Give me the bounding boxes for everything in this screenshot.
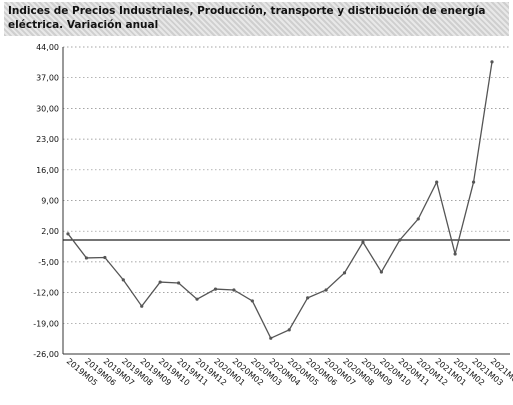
data-point <box>342 271 347 275</box>
data-point <box>379 270 383 274</box>
data-point <box>453 252 457 256</box>
y-tick-label: -19,00 <box>33 319 59 328</box>
y-tick-label: -12,00 <box>33 289 59 298</box>
data-point <box>84 256 89 260</box>
y-tick-label: 23,00 <box>36 135 59 144</box>
data-point <box>269 336 273 340</box>
data-point <box>324 288 328 292</box>
data-line <box>67 61 493 340</box>
data-point <box>66 232 70 236</box>
data-point <box>103 255 107 260</box>
data-point <box>177 281 181 285</box>
data-point <box>140 304 144 308</box>
data-point <box>195 297 199 301</box>
data-point <box>398 238 402 242</box>
data-point <box>471 180 476 184</box>
data-point <box>287 328 291 332</box>
y-tick-label: 16,00 <box>36 166 59 175</box>
data-point <box>213 287 218 291</box>
chart-title: Indices de Precios Industriales, Producc… <box>4 2 509 36</box>
data-point <box>306 296 310 300</box>
data-point <box>416 217 420 221</box>
y-tick-label: 44,00 <box>36 43 59 52</box>
data-point <box>121 278 125 282</box>
data-point <box>361 240 365 244</box>
data-point <box>232 288 236 292</box>
y-tick-label: 30,00 <box>36 104 59 113</box>
y-tick-label: -5,00 <box>38 258 59 267</box>
data-point <box>490 60 494 64</box>
y-tick-label: 9,00 <box>41 197 59 206</box>
y-tick-label: -26,00 <box>33 350 59 359</box>
y-tick-label: 2,00 <box>41 227 59 236</box>
data-point <box>250 299 254 303</box>
data-point <box>435 180 439 184</box>
data-point <box>158 280 162 284</box>
y-tick-label: 37,00 <box>36 74 59 83</box>
